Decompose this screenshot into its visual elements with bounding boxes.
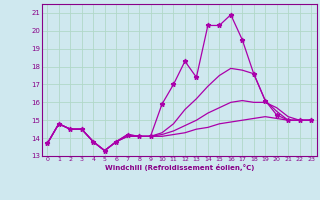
X-axis label: Windchill (Refroidissement éolien,°C): Windchill (Refroidissement éolien,°C) bbox=[105, 164, 254, 171]
